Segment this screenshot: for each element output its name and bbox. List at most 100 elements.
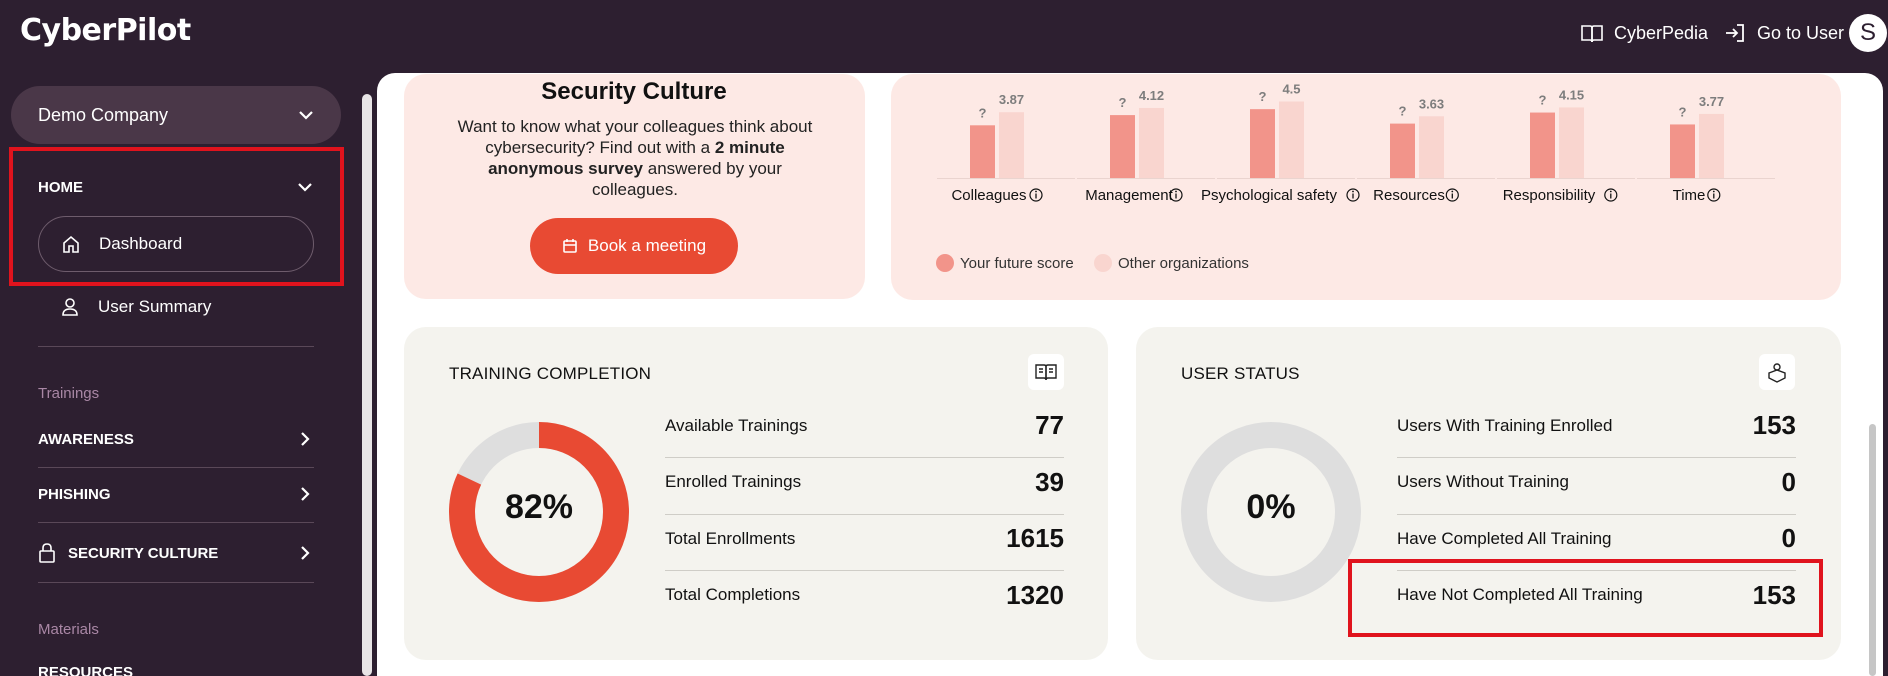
dashboard-label: Dashboard (99, 234, 183, 253)
donut-track (1181, 422, 1361, 602)
cyberpedia-label: CyberPedia (1614, 22, 1709, 43)
legend-swatch (936, 254, 954, 272)
bar-your-score (1670, 124, 1695, 178)
info-icon-dot (1175, 190, 1177, 193)
bar-your-score (1530, 112, 1555, 178)
security-culture-label: SECURITY CULTURE (68, 544, 219, 562)
training-completion-card (404, 327, 1108, 660)
info-icon-dot (1451, 190, 1454, 193)
go-to-user-link[interactable]: Go to User (1723, 22, 1844, 44)
description-bold: 2 minute anonymous survey (488, 138, 785, 178)
training-completion-percent: 82% (504, 488, 574, 526)
cyberpedia-link[interactable]: CyberPedia (1580, 22, 1708, 44)
main-scrollbar-thumb[interactable] (1869, 424, 1876, 676)
sidebar-scrollbar[interactable] (362, 94, 372, 676)
book-meeting-button[interactable]: Book a meeting (530, 218, 738, 274)
bar-other-orgs (1559, 107, 1584, 178)
stat-value: 0 (1781, 466, 1796, 497)
sidebar-item-awareness[interactable]: AWARENESS (38, 430, 314, 448)
sidebar-item-phishing[interactable]: PHISHING (38, 485, 314, 503)
bar-other-orgs (1699, 113, 1724, 178)
avatar[interactable]: S (1849, 14, 1887, 52)
stat-value: 77 (1035, 410, 1064, 440)
info-icon-dot (1712, 190, 1715, 193)
calendar-icon (563, 239, 577, 253)
company-select[interactable]: Demo Company (11, 86, 341, 144)
sidebar-item-resources[interactable]: RESOURCES (38, 664, 314, 676)
sidebar-item-user-summary[interactable]: User Summary (60, 297, 211, 317)
user-summary-label: User Summary (98, 297, 212, 316)
row-divider (665, 570, 1064, 571)
info-icon (1169, 188, 1183, 202)
awareness-label: AWARENESS (38, 430, 134, 448)
stat-value: 39 (1035, 466, 1064, 497)
sidebar: Demo Company HOME Dashboard User Summary… (0, 66, 360, 676)
company-name: Demo Company (38, 104, 169, 125)
chevron-right-icon (301, 487, 310, 501)
bar-other-orgs (999, 112, 1024, 178)
category-label: Management (1085, 187, 1173, 204)
info-icon (1445, 188, 1459, 202)
data-label: ? (1679, 104, 1687, 119)
data-label: ? (1259, 89, 1267, 104)
user-status-donut (1181, 422, 1361, 602)
data-label: 3.77 (1699, 94, 1724, 109)
data-label: 4.5 (1282, 82, 1300, 97)
security-culture-title: Security Culture (541, 78, 727, 105)
row-divider (1397, 513, 1796, 515)
training-completion-title: TRAINING COMPLETION (449, 364, 652, 383)
sidebar-item-dashboard[interactable]: Dashboard (38, 216, 314, 272)
bar-other-orgs (1139, 107, 1164, 178)
top-bar: CyberPilot CyberPedia Go to User S (0, 0, 1888, 66)
category-label: Responsibility (1503, 187, 1596, 204)
row-divider (665, 513, 1064, 515)
legend-item-your-score: Your future score (936, 254, 1074, 272)
stat-label: Enrolled Trainings (665, 472, 802, 491)
legend-label: Other organizations (1118, 254, 1249, 272)
category-label: Resources (1373, 187, 1445, 204)
data-label: ? (1119, 95, 1127, 110)
donut-progress (449, 422, 629, 602)
stat-row: Users With Training Enrolled 153 (1397, 410, 1796, 441)
info-icon (1604, 188, 1618, 202)
book-open-icon (1028, 354, 1064, 390)
user-icon (62, 298, 78, 316)
bar-your-score (1390, 123, 1415, 178)
stat-label: Available Trainings (665, 415, 808, 435)
description-text: Want to know what your colleagues think … (457, 117, 813, 157)
sidebar-section-home[interactable]: HOME (38, 178, 314, 196)
phishing-label: PHISHING (38, 485, 111, 503)
data-label: ? (979, 105, 987, 120)
legend-label: Your future score (960, 254, 1074, 272)
chevron-right-icon (301, 432, 310, 446)
stat-value: 153 (1752, 579, 1796, 610)
home-icon (63, 235, 79, 253)
chevron-down-icon (299, 111, 313, 120)
bar-other-orgs (1419, 116, 1444, 178)
book-open-icon (1581, 25, 1603, 43)
row-divider (665, 457, 1064, 458)
stat-label: Total Completions (665, 585, 801, 604)
sidebar-group-materials: Materials (38, 621, 99, 638)
info-icon-dot (1035, 190, 1037, 193)
stat-row: Have Not Completed All Training 153 (1397, 580, 1796, 611)
sidebar-group-trainings: Trainings (38, 385, 100, 402)
category-label: Psychological safety (1201, 187, 1337, 204)
row-divider (1397, 570, 1796, 571)
bar-your-score (1110, 115, 1135, 178)
sidebar-divider (38, 582, 314, 583)
app-logo[interactable]: CyberPilot (20, 13, 191, 48)
sidebar-item-security-culture[interactable]: SECURITY CULTURE (38, 542, 314, 564)
data-label: 4.12 (1139, 88, 1164, 103)
lock-icon (39, 543, 55, 563)
security-culture-description: Want to know what your colleagues think … (455, 116, 815, 200)
info-icon-dot (1352, 190, 1354, 193)
stat-label: Users With Training Enrolled (1397, 415, 1613, 435)
info-icon (1346, 188, 1360, 202)
stat-row: Total Enrollments 1615 (665, 523, 1064, 554)
sidebar-divider (38, 522, 314, 523)
sidebar-divider (38, 346, 314, 347)
stat-value: 0 (1781, 523, 1796, 553)
bar-other-orgs (1279, 101, 1304, 178)
category-label: Time (1673, 187, 1706, 204)
